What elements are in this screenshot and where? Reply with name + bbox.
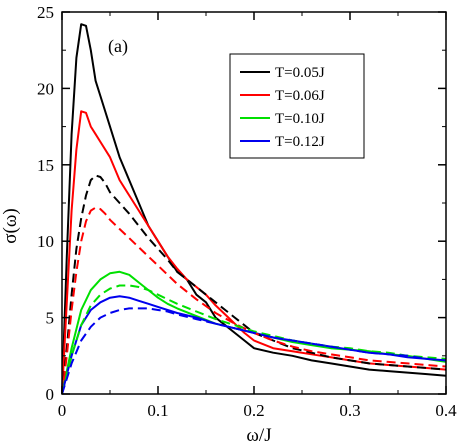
y-tick-label: 25 (37, 3, 54, 22)
legend-label: T=0.06J (275, 88, 325, 104)
x-tick-label: 0.1 (147, 401, 168, 420)
x-tick-label: 0.3 (339, 401, 360, 420)
series-line-7 (61, 284, 447, 395)
panel-label: (a) (108, 36, 128, 57)
legend-label: T=0.12J (275, 134, 325, 150)
legend-label: T=0.10J (275, 111, 325, 127)
axis-ticks: 0 0.1 0.2 0.3 0.4 0 5 10 15 20 25 (37, 3, 457, 420)
legend: T=0.05J T=0.06J T=0.10J T=0.12J (229, 53, 365, 159)
series-line-4 (61, 295, 447, 395)
series-line-6 (61, 206, 447, 395)
y-tick-label: 10 (37, 232, 54, 251)
x-tick-label: 0.2 (243, 401, 264, 420)
y-tick-label: 0 (46, 385, 55, 404)
x-tick-label: 0 (58, 401, 67, 420)
y-axis-title: σ(ω) (0, 208, 21, 243)
y-tick-label: 15 (37, 156, 54, 175)
legend-label: T=0.05J (275, 65, 325, 81)
x-axis-title: ω/J (246, 425, 271, 445)
y-tick-label: 20 (37, 79, 54, 98)
series-line-8 (61, 307, 447, 395)
series-layer (61, 23, 447, 395)
y-tick-label: 5 (46, 309, 55, 328)
x-tick-label: 0.4 (435, 401, 457, 420)
series-line-5 (61, 174, 447, 395)
